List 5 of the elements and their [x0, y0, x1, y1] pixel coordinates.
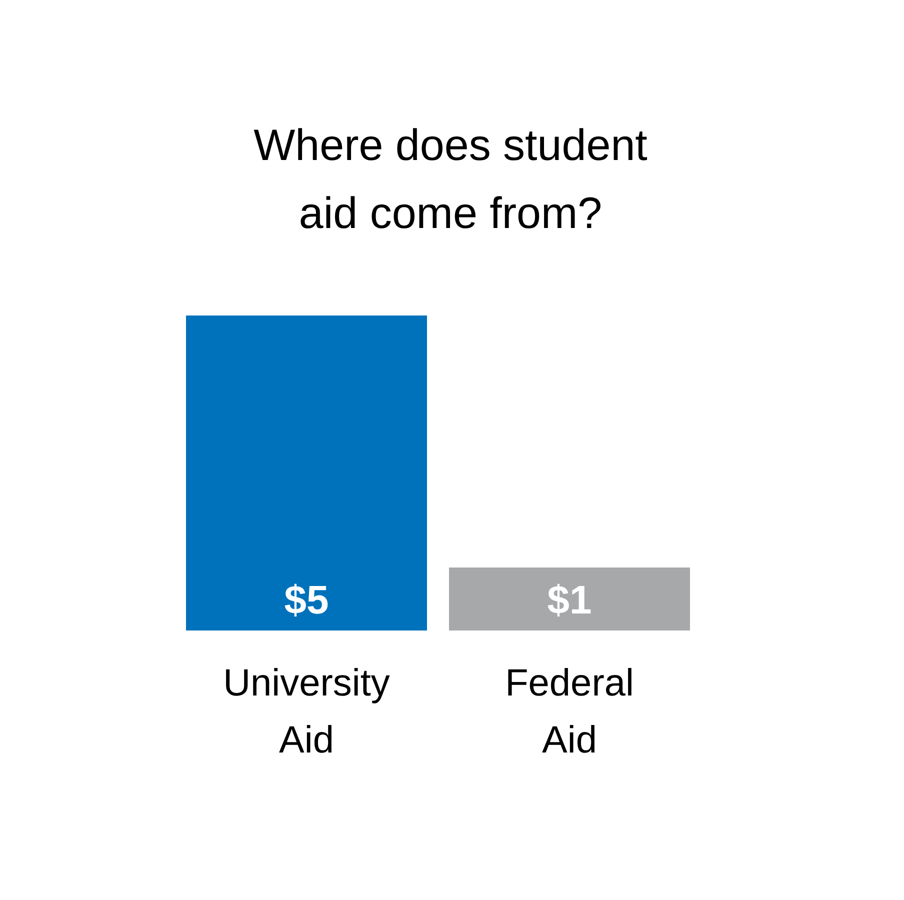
- data-label: $1: [547, 578, 592, 622]
- x-tick-label: Federal Aid: [505, 662, 634, 762]
- chart-title: Where does student aid come from?: [254, 121, 648, 238]
- x-tick-label: University Aid: [223, 662, 390, 762]
- data-label: $5: [284, 578, 329, 622]
